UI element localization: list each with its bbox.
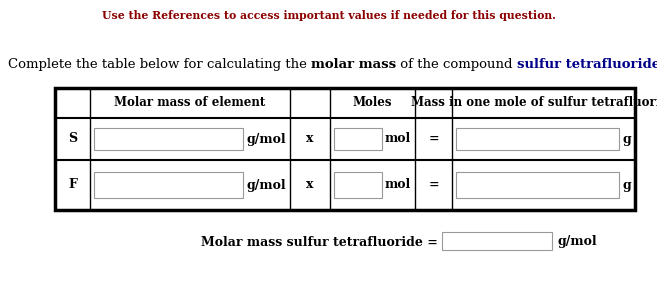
Bar <box>334 128 382 150</box>
Text: Molar mass of element: Molar mass of element <box>114 97 265 110</box>
Text: Complete the table below for calculating the: Complete the table below for calculating… <box>8 58 311 71</box>
Text: sulfur tetrafluoride: sulfur tetrafluoride <box>517 58 657 71</box>
Bar <box>94 172 243 198</box>
Bar <box>456 172 620 198</box>
Text: mol: mol <box>385 133 411 145</box>
Text: g/mol: g/mol <box>557 235 597 248</box>
Text: Molar mass sulfur tetrafluoride =: Molar mass sulfur tetrafluoride = <box>201 235 438 248</box>
Text: Use the References to access important values if needed for this question.: Use the References to access important v… <box>102 10 555 21</box>
Bar <box>334 172 382 198</box>
Bar <box>442 232 552 250</box>
Text: x: x <box>306 179 314 191</box>
Text: =: = <box>428 179 439 191</box>
Text: of the compound: of the compound <box>396 58 517 71</box>
Text: g: g <box>622 179 631 191</box>
Text: F: F <box>68 179 77 191</box>
Bar <box>456 128 620 150</box>
Text: g: g <box>622 133 631 145</box>
Text: S: S <box>68 133 77 145</box>
Bar <box>94 128 243 150</box>
Text: g/mol: g/mol <box>246 179 286 191</box>
Text: g/mol: g/mol <box>246 133 286 145</box>
Bar <box>55 88 635 210</box>
Text: x: x <box>306 133 314 145</box>
Text: Mass in one mole of sulfur tetrafluoride: Mass in one mole of sulfur tetrafluoride <box>411 97 657 110</box>
Text: molar mass: molar mass <box>311 58 396 71</box>
Text: Moles: Moles <box>353 97 392 110</box>
Text: mol: mol <box>385 179 411 191</box>
Text: =: = <box>428 133 439 145</box>
